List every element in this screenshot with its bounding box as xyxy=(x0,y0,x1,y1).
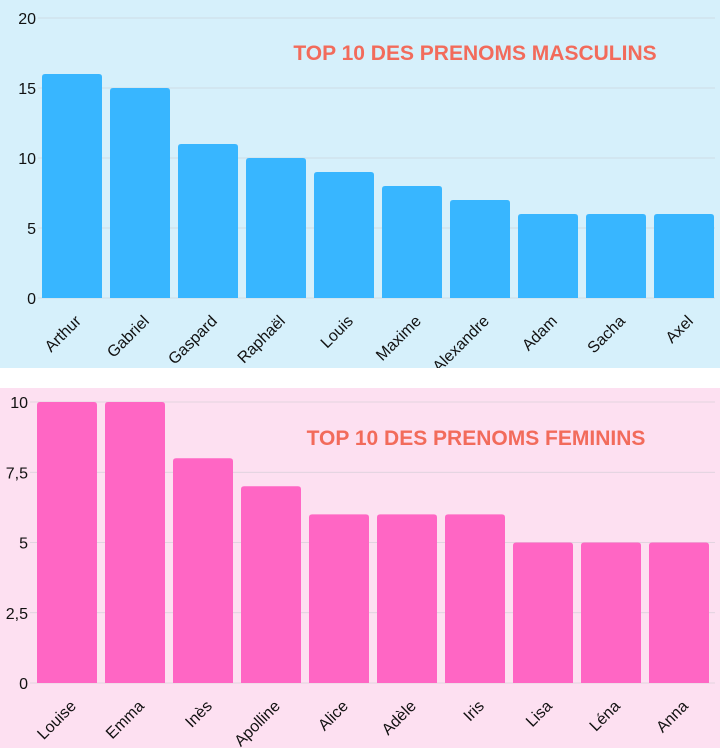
x-tick-label: Léna xyxy=(587,698,624,735)
x-tick-label: Inès xyxy=(182,698,215,731)
y-tick-label: 5 xyxy=(19,536,28,553)
bar-axel xyxy=(654,214,714,298)
bar-emma xyxy=(105,402,165,683)
y-tick-label: 2,5 xyxy=(6,606,28,623)
y-tick-label: 20 xyxy=(18,11,36,28)
bar-inès xyxy=(173,458,233,683)
x-tick-label: Emma xyxy=(103,698,148,743)
y-tick-label: 0 xyxy=(19,676,28,693)
chart-panel-feminins: 0 2,5 5 7,5 10 Louise Emma Inès Apolline Alice Adè… xyxy=(0,388,720,748)
x-tick-label: Louis xyxy=(318,313,357,352)
y-tick-label: 15 xyxy=(18,81,36,98)
bar-lisa xyxy=(513,542,573,683)
x-tick-label: Alice xyxy=(315,698,352,735)
bar-léna xyxy=(581,542,641,683)
bar-louise xyxy=(37,402,97,683)
bar-alice xyxy=(309,514,369,683)
y-tick-label: 7,5 xyxy=(6,465,28,482)
y-tick-label: 10 xyxy=(18,151,36,168)
x-tick-label: Adèle xyxy=(379,698,420,739)
bar-raphaël xyxy=(246,158,306,298)
bar-adèle xyxy=(377,514,437,683)
x-tick-label: Anna xyxy=(653,698,692,737)
chart-title: TOP 10 DES PRENOMS FEMININS xyxy=(307,427,646,450)
x-tick-label: Maxime xyxy=(373,313,425,365)
bar-apolline xyxy=(241,486,301,683)
x-tick-label: Sacha xyxy=(585,313,629,357)
x-tick-label: Louise xyxy=(34,698,79,743)
x-tick-label: Adam xyxy=(519,313,561,355)
bar-gabriel xyxy=(110,88,170,298)
x-tick-label: Iris xyxy=(461,698,488,725)
bar-adam xyxy=(518,214,578,298)
bar-iris xyxy=(445,514,505,683)
bar-gaspard xyxy=(178,144,238,298)
bar-arthur xyxy=(42,74,102,298)
x-tick-label: Arthur xyxy=(42,312,85,355)
bar-maxime xyxy=(382,186,442,298)
chart-masculins: 0 5 10 15 20 Arthur Gabriel Gaspard Raphaël Louis… xyxy=(18,11,715,368)
bar-alexandre xyxy=(450,200,510,298)
x-tick-label: Axel xyxy=(663,313,697,347)
x-tick-label: Apolline xyxy=(232,698,284,748)
chart-feminins: 0 2,5 5 7,5 10 Louise Emma Inès Apolline Alice Adè… xyxy=(6,395,715,748)
x-tick-label: Alexandre xyxy=(430,313,493,368)
bar-anna xyxy=(649,542,709,683)
y-tick-label: 10 xyxy=(10,395,28,412)
x-tick-label: Gaspard xyxy=(165,313,220,368)
bar-sacha xyxy=(586,214,646,298)
chart-title: TOP 10 DES PRENOMS MASCULINS xyxy=(293,42,656,65)
chart-panel-masculins: 0 5 10 15 20 Arthur Gabriel Gaspard Raphaël Louis… xyxy=(0,0,720,368)
x-tick-label: Lisa xyxy=(523,698,556,731)
y-tick-label: 5 xyxy=(27,221,36,238)
y-tick-label: 0 xyxy=(27,291,36,308)
bar-louis xyxy=(314,172,374,298)
x-tick-label: Raphaël xyxy=(235,313,289,367)
x-tick-label: Gabriel xyxy=(104,313,152,361)
